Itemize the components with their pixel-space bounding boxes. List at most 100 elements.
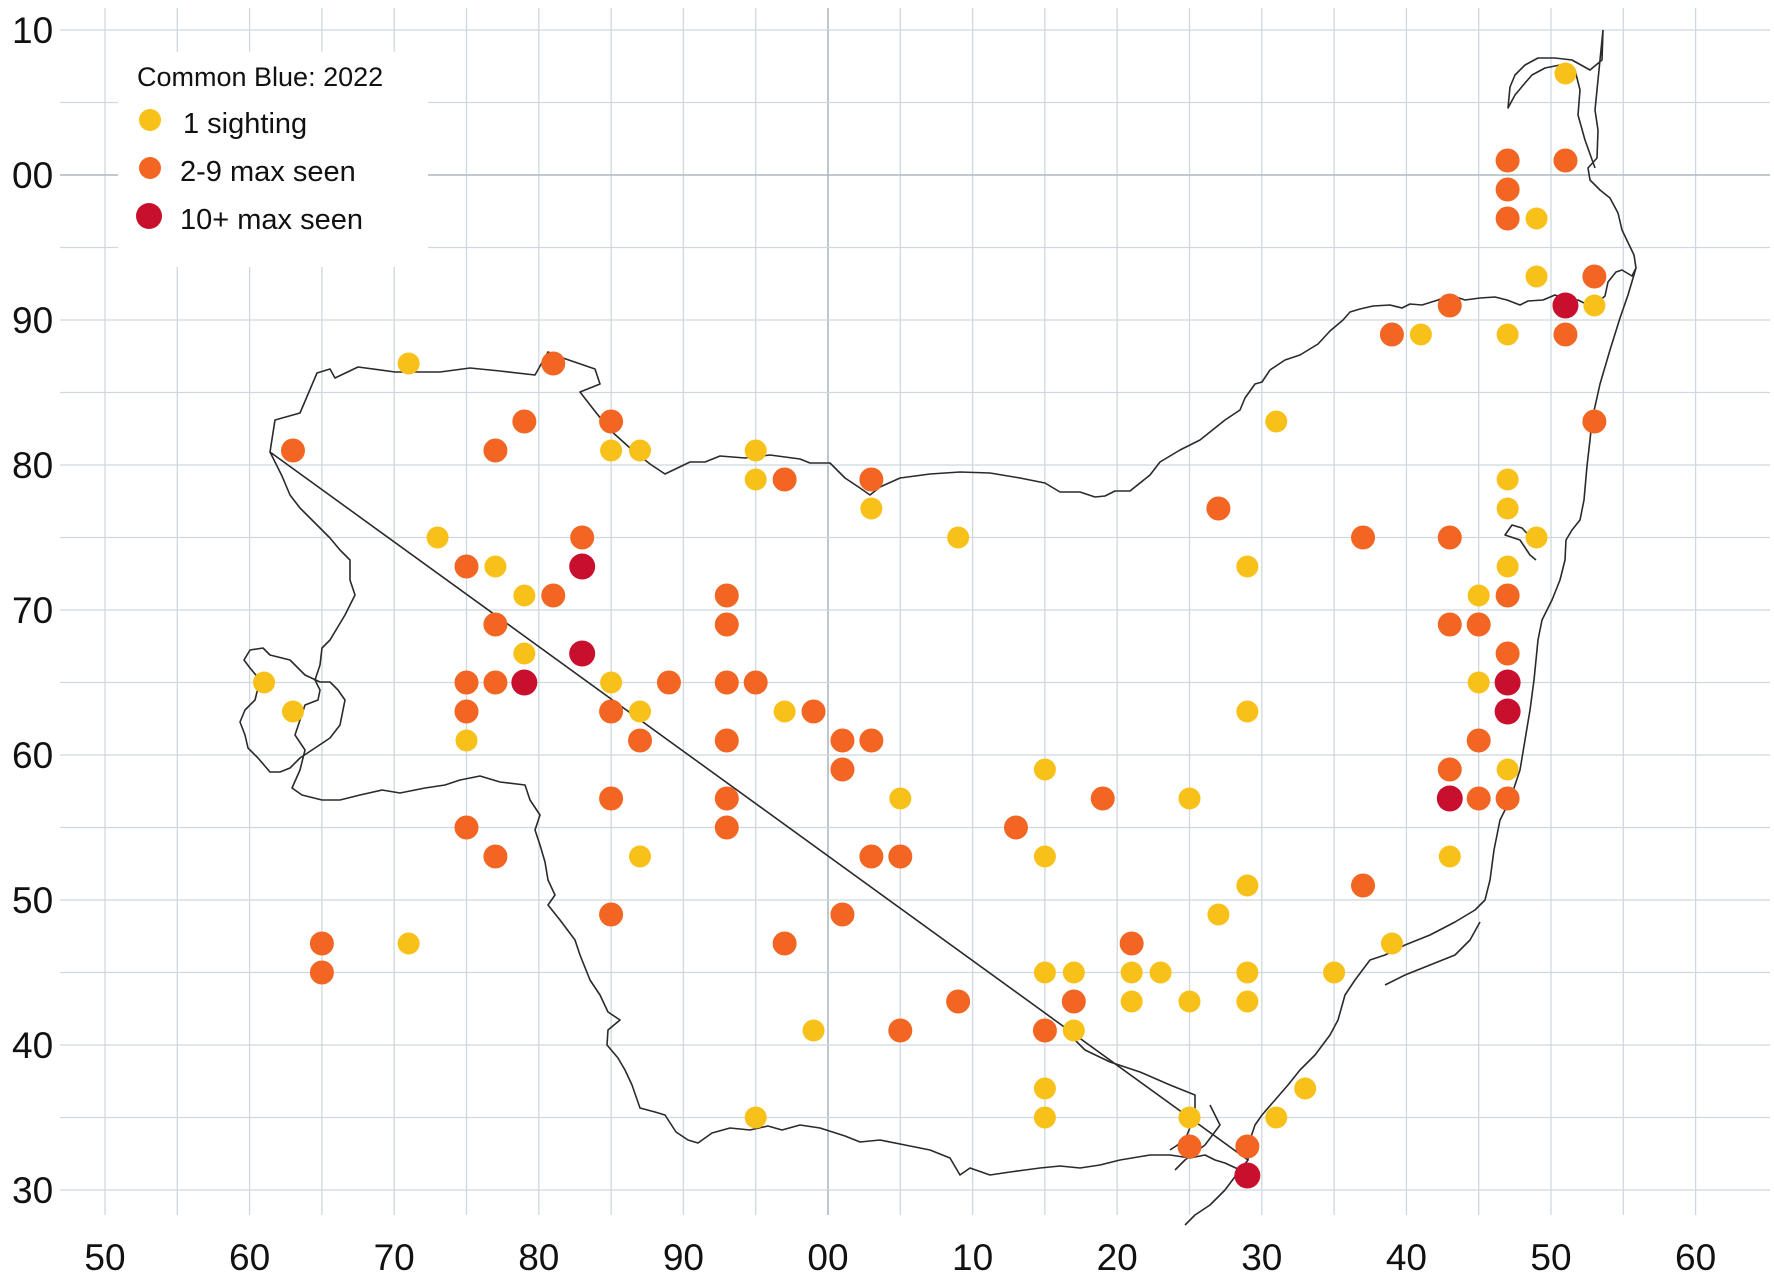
point-1-sighting xyxy=(1178,1106,1201,1129)
x-tick-label: 50 xyxy=(84,1237,125,1278)
point-2-9-max-seen xyxy=(830,902,855,927)
point-1-sighting xyxy=(513,642,536,665)
legend-marker-2-9-max-seen xyxy=(139,157,161,179)
point-10-plus-max-seen xyxy=(1436,785,1463,812)
point-2-9-max-seen xyxy=(1090,786,1115,811)
point-1-sighting xyxy=(1583,294,1606,317)
point-2-9-max-seen xyxy=(483,844,508,869)
point-2-9-max-seen xyxy=(1553,148,1578,173)
y-tick-label: 90 xyxy=(12,300,53,341)
western-enclave-boundary xyxy=(239,647,346,773)
point-1-sighting xyxy=(1033,1077,1056,1100)
point-1-sighting xyxy=(1265,410,1288,433)
point-2-9-max-seen xyxy=(888,1018,913,1043)
point-1-sighting xyxy=(629,439,652,462)
point-1-sighting xyxy=(1525,526,1548,549)
x-tick-label: 30 xyxy=(1241,1237,1282,1278)
county-outline xyxy=(239,29,1637,1226)
point-2-9-max-seen xyxy=(656,670,681,695)
point-1-sighting xyxy=(1554,62,1577,85)
point-1-sighting xyxy=(1120,961,1143,984)
axis-tick-labels: 50 60 70 80 90 00 10 20 30 40 50 60 10 00 90 80 70 60 50 40… xyxy=(12,10,1716,1278)
county-boundary xyxy=(269,29,1637,1176)
point-2-9-max-seen xyxy=(628,728,653,753)
point-2-9-max-seen xyxy=(830,728,855,753)
point-2-9-max-seen xyxy=(946,989,971,1014)
point-1-sighting xyxy=(1178,787,1201,810)
point-1-sighting xyxy=(744,1106,767,1129)
point-2-9-max-seen xyxy=(1119,931,1144,956)
point-2-9-max-seen xyxy=(1379,322,1404,347)
legend: Common Blue: 2022 1 sighting 2-9 max see… xyxy=(118,52,428,267)
point-1-sighting xyxy=(1525,265,1548,288)
point-1-sighting xyxy=(1525,207,1548,230)
point-2-9-max-seen xyxy=(859,728,884,753)
point-1-sighting xyxy=(1033,845,1056,868)
point-1-sighting xyxy=(1467,671,1490,694)
point-2-9-max-seen xyxy=(1351,525,1376,550)
point-1-sighting xyxy=(1294,1077,1317,1100)
point-1-sighting xyxy=(600,439,623,462)
x-tick-label: 60 xyxy=(229,1237,270,1278)
point-2-9-max-seen xyxy=(483,670,508,695)
point-10-plus-max-seen xyxy=(511,669,538,696)
point-1-sighting xyxy=(1496,758,1519,781)
point-1-sighting xyxy=(1467,584,1490,607)
point-2-9-max-seen xyxy=(1582,409,1607,434)
estuary-boundary xyxy=(1384,921,1481,986)
point-2-9-max-seen xyxy=(1177,1134,1202,1159)
point-1-sighting xyxy=(1323,961,1346,984)
point-2-9-max-seen xyxy=(541,583,566,608)
point-1-sighting xyxy=(1496,497,1519,520)
point-2-9-max-seen xyxy=(309,931,334,956)
point-2-9-max-seen xyxy=(1437,293,1462,318)
point-2-9-max-seen xyxy=(599,699,624,724)
x-tick-label: 90 xyxy=(663,1237,704,1278)
point-1-sighting xyxy=(397,932,420,955)
point-1-sighting xyxy=(1236,961,1259,984)
x-tick-label: 00 xyxy=(807,1237,848,1278)
point-2-9-max-seen xyxy=(1061,989,1086,1014)
point-1-sighting xyxy=(1236,874,1259,897)
point-2-9-max-seen xyxy=(454,699,479,724)
point-2-9-max-seen xyxy=(859,844,884,869)
point-2-9-max-seen xyxy=(541,351,566,376)
point-1-sighting xyxy=(1380,932,1403,955)
point-2-9-max-seen xyxy=(714,786,739,811)
point-2-9-max-seen xyxy=(1351,873,1376,898)
point-2-9-max-seen xyxy=(1466,786,1491,811)
point-1-sighting xyxy=(484,555,507,578)
point-2-9-max-seen xyxy=(888,844,913,869)
point-1-sighting xyxy=(1236,990,1259,1013)
point-2-9-max-seen xyxy=(1495,206,1520,231)
y-tick-label: 40 xyxy=(12,1025,53,1066)
point-2-9-max-seen xyxy=(1495,177,1520,202)
point-2-9-max-seen xyxy=(280,438,305,463)
point-2-9-max-seen xyxy=(599,786,624,811)
point-2-9-max-seen xyxy=(454,670,479,695)
point-2-9-max-seen xyxy=(714,670,739,695)
point-1-sighting xyxy=(1438,845,1461,868)
point-1-sighting xyxy=(629,845,652,868)
point-2-9-max-seen xyxy=(1495,148,1520,173)
y-tick-label: 50 xyxy=(12,880,53,921)
point-2-9-max-seen xyxy=(599,409,624,434)
point-2-9-max-seen xyxy=(772,467,797,492)
point-2-9-max-seen xyxy=(1235,1134,1260,1159)
point-1-sighting xyxy=(773,700,796,723)
point-1-sighting xyxy=(1149,961,1172,984)
point-1-sighting xyxy=(455,729,478,752)
x-tick-label: 50 xyxy=(1530,1237,1571,1278)
y-tick-label: 10 xyxy=(12,10,53,51)
point-2-9-max-seen xyxy=(309,960,334,985)
point-2-9-max-seen xyxy=(599,902,624,927)
point-1-sighting xyxy=(1062,961,1085,984)
legend-label-1-sighting: 1 sighting xyxy=(183,108,307,140)
point-10-plus-max-seen xyxy=(569,640,596,667)
point-2-9-max-seen xyxy=(801,699,826,724)
estuary-boundary xyxy=(1504,524,1539,561)
point-2-9-max-seen xyxy=(1495,583,1520,608)
point-1-sighting xyxy=(802,1019,825,1042)
point-2-9-max-seen xyxy=(1553,322,1578,347)
legend-background xyxy=(118,52,428,267)
